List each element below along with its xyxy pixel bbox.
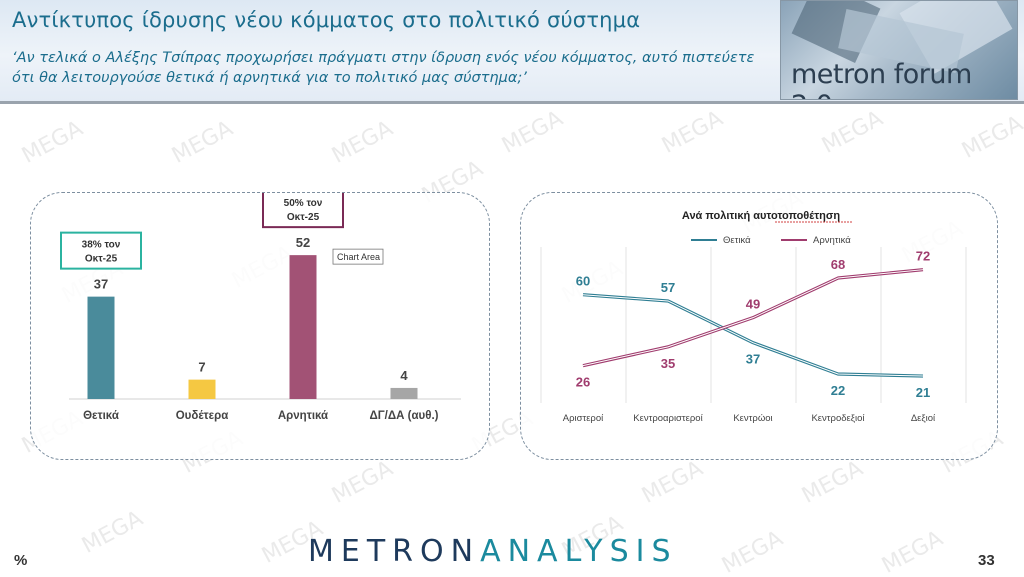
callout-line2: Οκτ-25 — [85, 254, 118, 265]
comparison-callout: 50% τον Οκτ-25 — [262, 190, 344, 229]
line-data-label: 72 — [916, 249, 930, 264]
watermark-text: MEGA — [797, 456, 868, 509]
callout-box — [262, 190, 344, 229]
watermark-text: MEGA — [817, 106, 888, 159]
line-data-label: 68 — [831, 257, 845, 272]
series-line — [582, 269, 924, 367]
comparison-callout: 38% τον Οκτ-25 — [60, 231, 142, 270]
chart-area-tooltip-box — [332, 248, 384, 265]
bar — [87, 296, 115, 399]
callout-line1: 38% τον — [82, 240, 121, 251]
legend-label: Θετικά — [723, 235, 751, 246]
callout-line1: 50% τον — [284, 198, 323, 209]
metron-analysis-logo: METRONANALYSIS — [308, 534, 678, 569]
watermark-text: MEGA — [497, 106, 568, 159]
line-data-label: 26 — [576, 375, 590, 390]
question-text: ‘Αν τελικά ο Αλέξης Τσίπρας προχωρήσει π… — [12, 50, 755, 86]
brand-part1: METRON — [308, 534, 481, 569]
line-data-label: 57 — [661, 280, 675, 295]
unit-label: % — [14, 552, 28, 569]
bar-value-label: 7 — [198, 360, 205, 375]
callout-line2: Οκτ-25 — [287, 212, 320, 223]
bar-category-label: Ουδέτερα — [176, 410, 229, 422]
header-banner: Αντίκτυπος ίδρυσης νέου κόμματος στο πολ… — [0, 0, 1024, 104]
bar-chart: 37 Θετικά 7 Ουδέτερα 52 Αρνητικά 4 ΔΓ/ΔΑ (αυθ.)… — [60, 190, 461, 422]
watermark-text: MEGA — [167, 116, 238, 169]
brand-part2: ANALYSIS — [480, 534, 678, 569]
forum-logo: metron forum 2.0 — [780, 0, 1018, 100]
bar — [390, 387, 418, 399]
line-data-label: 35 — [661, 356, 675, 371]
page-number: 33 — [978, 552, 995, 569]
line-category-label: Αριστεροί — [563, 413, 604, 424]
legend-label: Αρνητικά — [813, 235, 851, 246]
watermark-text: MEGA — [77, 506, 148, 559]
watermark-text: MEGA — [717, 526, 788, 577]
forum-logo-text: metron forum 2.0 — [791, 59, 972, 99]
line-category-label: Κεντροαριστεροί — [633, 413, 703, 424]
line-data-label: 60 — [576, 274, 590, 289]
line-category-label: Δεξιοί — [911, 413, 936, 424]
line-category-label: Κεντροδεξιοί — [811, 413, 865, 424]
watermark-text: MEGA — [957, 111, 1024, 164]
line-data-label: 22 — [831, 383, 845, 398]
line-data-label: 21 — [916, 385, 930, 400]
line-chart-title: Ανά πολιτική αυτοτοποθέτηση — [682, 210, 840, 222]
watermark-text: MEGA — [637, 456, 708, 509]
legend-entry: Θετικά — [691, 235, 751, 246]
series-line — [582, 294, 924, 377]
line-data-label: 37 — [746, 352, 760, 367]
bar-value-label: 37 — [94, 277, 108, 292]
page-title: Αντίκτυπος ίδρυσης νέου κόμματος στο πολ… — [12, 8, 641, 32]
bar — [289, 255, 317, 399]
bar — [188, 379, 216, 399]
watermark-text: MEGA — [657, 106, 728, 159]
bar-category-label: Αρνητικά — [278, 410, 328, 422]
bar-category-label: Θετικά — [83, 410, 119, 422]
callout-box — [60, 231, 142, 270]
watermark-text: MEGA — [327, 456, 398, 509]
bar-value-label: 52 — [296, 235, 310, 250]
line-chart: Ανά πολιτική αυτοτοποθέτηση Θετικά Αρνητικ… — [540, 210, 967, 424]
line-chart-panel: Ανά πολιτική αυτοτοποθέτηση Θετικά Αρνητικ… — [520, 192, 998, 460]
bar-category-label: ΔΓ/ΔΑ (αυθ.) — [370, 410, 439, 422]
watermark-text: MEGA — [877, 526, 948, 577]
watermark-text: MEGA — [327, 116, 398, 169]
chart-area-tooltip: Chart Area — [337, 252, 380, 262]
line-data-label: 49 — [746, 297, 760, 312]
bar-chart-panel: 37 Θετικά 7 Ουδέτερα 52 Αρνητικά 4 ΔΓ/ΔΑ (αυθ.)… — [30, 190, 490, 460]
legend-entry: Αρνητικά — [781, 235, 851, 246]
bar-value-label: 4 — [400, 368, 408, 383]
watermark-text: MEGA — [17, 116, 88, 169]
line-category-label: Κεντρώοι — [733, 413, 772, 424]
